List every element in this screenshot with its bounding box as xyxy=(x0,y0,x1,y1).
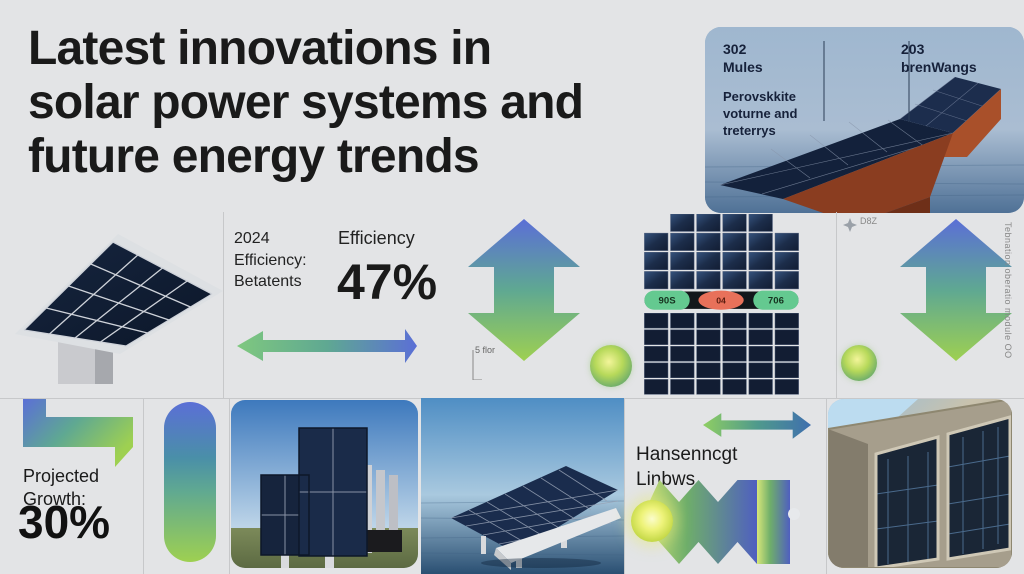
svg-text:04: 04 xyxy=(716,296,726,306)
svg-text:90S: 90S xyxy=(659,296,676,307)
svg-text:706: 706 xyxy=(768,296,784,307)
